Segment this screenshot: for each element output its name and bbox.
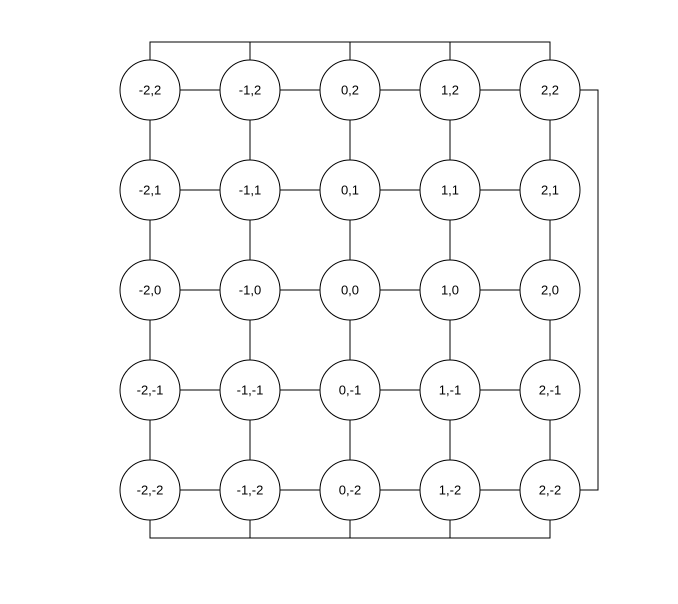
wrap-edge [350,520,450,538]
node-label: 0,0 [341,283,359,298]
wrap-edge [450,520,550,538]
grid-node: 1,-2 [420,460,480,520]
grid-node: 2,0 [520,260,580,320]
grid-node: 0,1 [320,160,380,220]
node-label: 2,2 [541,83,559,98]
node-label: -2,0 [139,283,161,298]
wrap-edge [250,520,350,538]
wrap-edge [350,42,450,60]
grid-node: -2,2 [120,60,180,120]
grid-node: 2,-2 [520,460,580,520]
grid-node: 0,-1 [320,360,380,420]
grid-node: 1,1 [420,160,480,220]
node-label: -2,2 [139,83,161,98]
node-label: 2,-1 [539,383,561,398]
node-label: -2,-2 [137,483,164,498]
node-label: -1,-2 [237,483,264,498]
wrap-edge [250,42,350,60]
node-label: 0,1 [341,183,359,198]
grid-node: 0,0 [320,260,380,320]
grid-node: 1,-1 [420,360,480,420]
torus-grid-diagram: -2,2 -1,2 0,2 1,2 2,2 -2,1 -1,1 0,1 1,1 2,1 -2,0 -1… [0,0,678,604]
wrap-edge [450,42,550,60]
node-label: 1,2 [441,83,459,98]
grid-node: -1,-2 [220,460,280,520]
node-label: 1,1 [441,183,459,198]
node-label: 2,-2 [539,483,561,498]
wrap-edge [150,520,250,538]
wrap-edge [580,90,598,490]
grid-node: 1,0 [420,260,480,320]
grid-node: 0,-2 [320,460,380,520]
node-label: -1,0 [239,283,261,298]
grid-node: -2,0 [120,260,180,320]
grid-node: -1,-1 [220,360,280,420]
grid-node: -1,2 [220,60,280,120]
node-label: 1,0 [441,283,459,298]
grid-node: 2,1 [520,160,580,220]
grid-node: -2,-1 [120,360,180,420]
node-label: 0,2 [341,83,359,98]
grid-node: -1,1 [220,160,280,220]
grid-node: 1,2 [420,60,480,120]
grid-node: 2,2 [520,60,580,120]
node-label: -1,2 [239,83,261,98]
grid-node: -1,0 [220,260,280,320]
node-label: 0,-2 [339,483,361,498]
node-label: 0,-1 [339,383,361,398]
node-label: 2,0 [541,283,559,298]
grid-node: -2,-2 [120,460,180,520]
wrap-edge [150,42,250,60]
node-label: -2,-1 [137,383,164,398]
grid-node: -2,1 [120,160,180,220]
grid-node: 0,2 [320,60,380,120]
node-label: 1,-2 [439,483,461,498]
node-label: 1,-1 [439,383,461,398]
node-label: -2,1 [139,183,161,198]
node-label: -1,-1 [237,383,264,398]
grid-node: 2,-1 [520,360,580,420]
node-label: -1,1 [239,183,261,198]
node-label: 2,1 [541,183,559,198]
